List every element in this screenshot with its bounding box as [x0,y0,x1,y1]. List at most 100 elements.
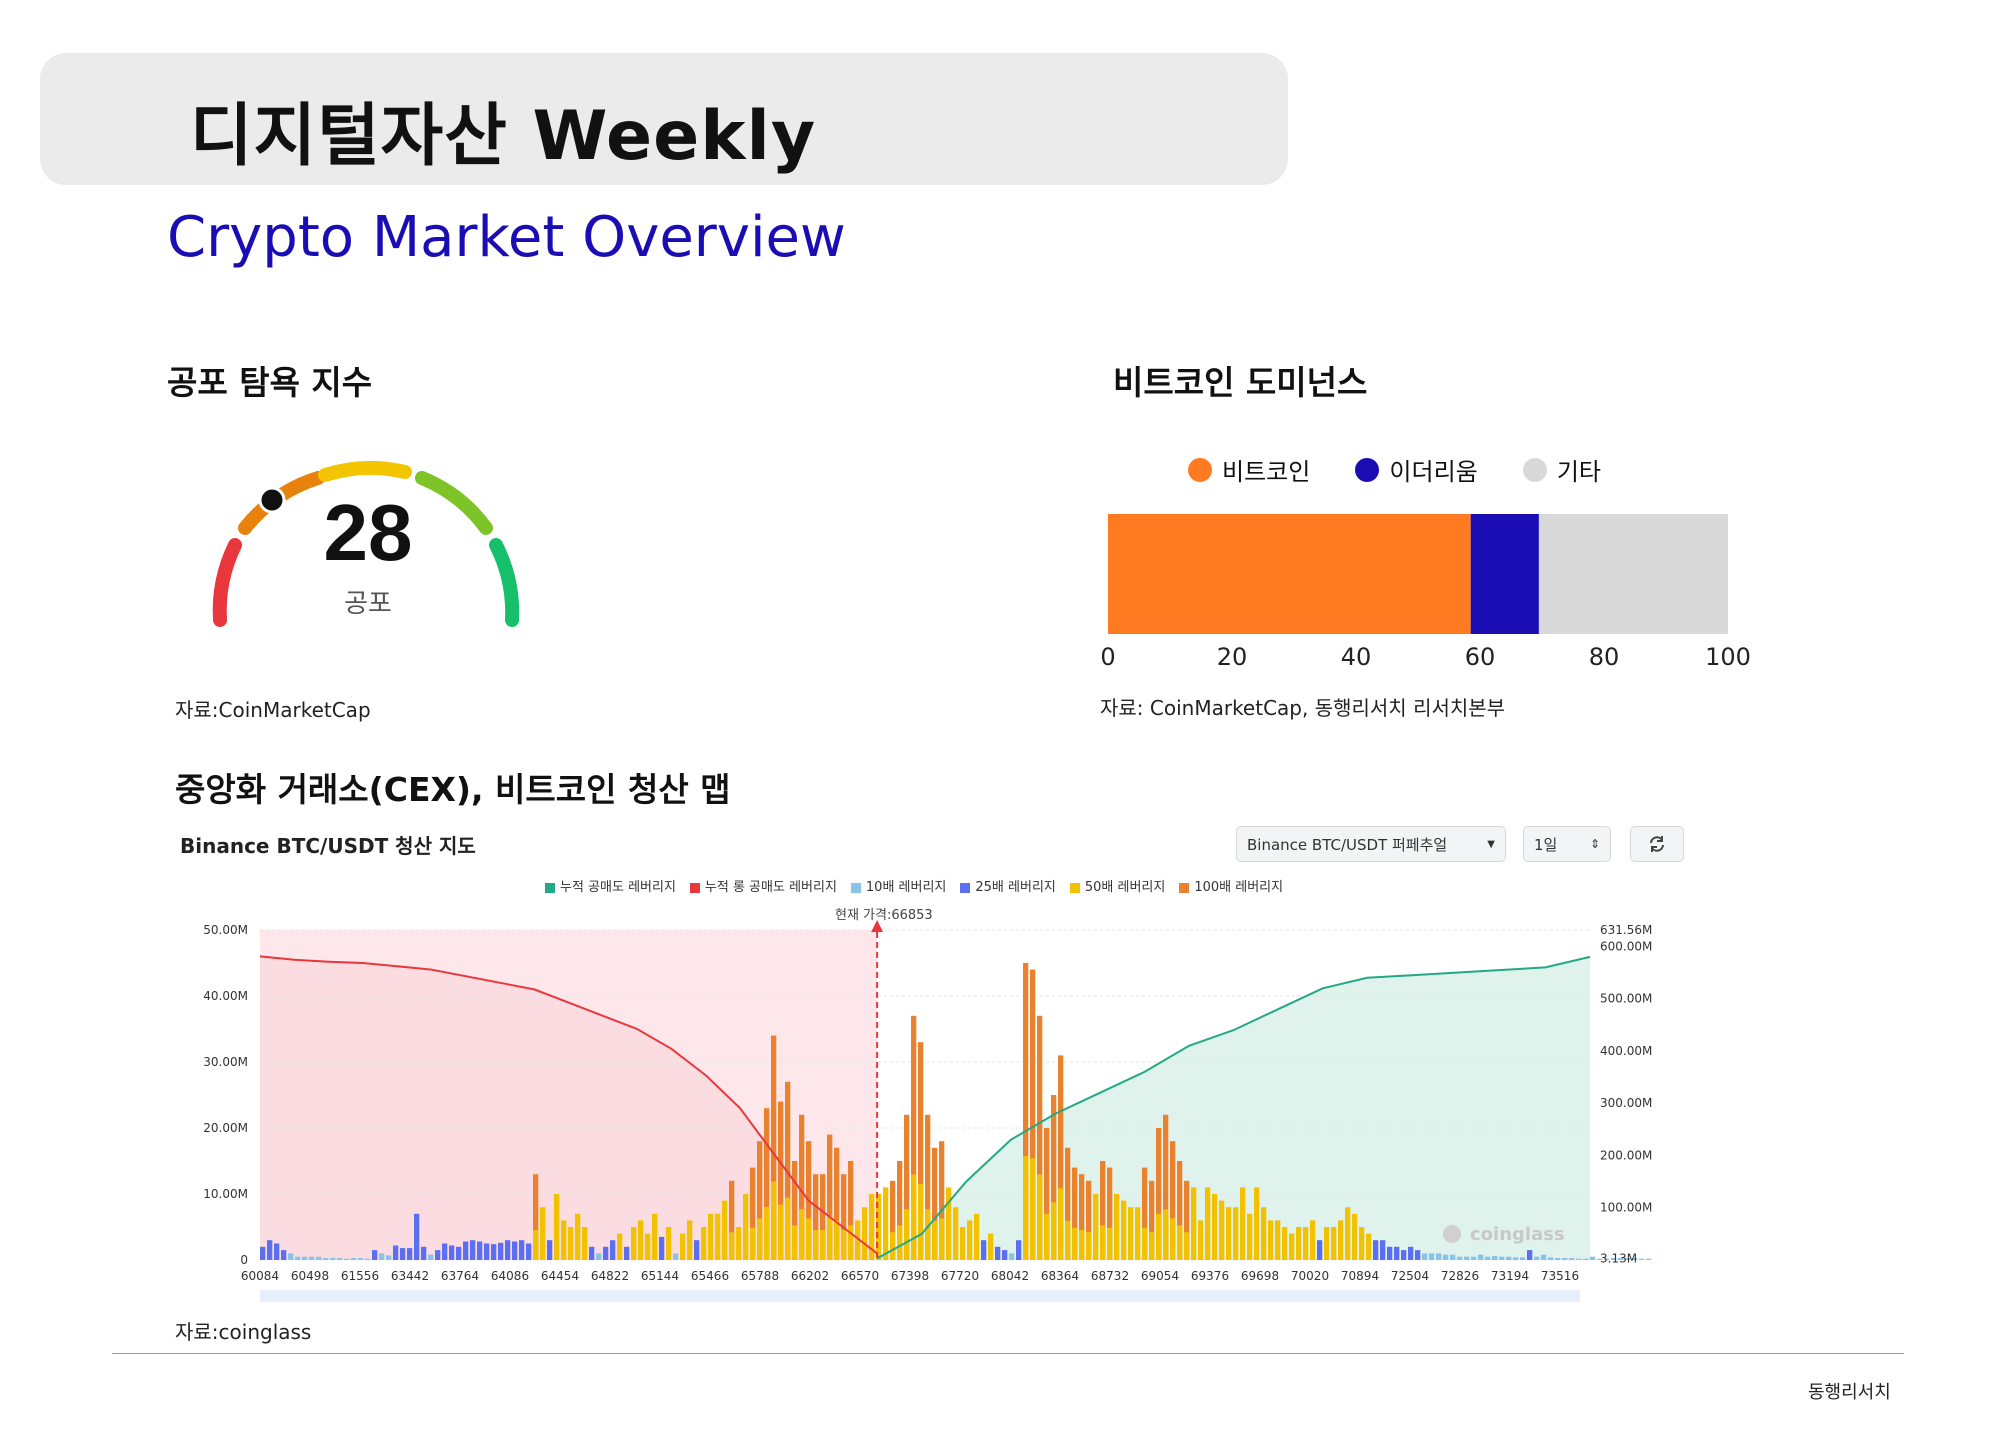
liquidation-bar [1163,1114,1169,1260]
x-tick-label: 72504 [1391,1269,1429,1283]
liquidation-bar [1450,1254,1456,1260]
liquidation-bar [1331,1227,1337,1260]
liquidation-bar [764,1108,770,1260]
liquidation-bar [792,1161,798,1260]
y-right-tick-label: 200.00M [1600,1148,1652,1162]
liquidation-bar [1436,1253,1442,1260]
refresh-button[interactable] [1630,826,1684,862]
liquidation-bar [1177,1161,1183,1260]
liquidation-bar [1401,1250,1407,1260]
liquidation-bar [407,1248,413,1260]
liquidation-bar [1632,1258,1638,1260]
x-tick-label: 73516 [1541,1269,1579,1283]
liquidation-bar [1597,1258,1603,1260]
coinglass-watermark: coinglass [1470,1224,1565,1245]
liquidation-bar [1352,1213,1358,1260]
liq-legend-item[interactable]: 10배 레버리지 [850,876,946,895]
liq-legend-item[interactable]: 누적 롱 공매도 레버리지 [689,876,837,895]
liquidation-bar [1317,1240,1323,1260]
liquidation-bar-50x [890,1232,896,1260]
liquidation-bar [1198,1220,1204,1260]
liquidation-bar [953,1207,959,1260]
updown-icon: ⇕ [1589,837,1600,851]
liquidation-bar-50x [533,1230,539,1260]
liquidation-bar-50x [771,1181,777,1260]
liq-legend-item[interactable]: 50배 레버리지 [1069,876,1166,895]
liquidation-bar [666,1227,672,1260]
liquidation-bar [1478,1254,1484,1260]
liquidation-bar [1191,1187,1197,1260]
liquidation-bar-50x [1142,1227,1148,1260]
fear-greed-title: 공포 탐욕 지수 [167,363,373,402]
liquidation-bar [1100,1161,1106,1260]
liquidation-bar [1345,1207,1351,1260]
liquidation-bar [1079,1174,1085,1260]
liquidation-bar [1107,1167,1113,1260]
liquidation-bar [1457,1256,1463,1260]
liquidation-bar [1366,1233,1372,1260]
liquidation-bar [1548,1257,1554,1260]
liquidation-bar [1016,1240,1022,1260]
liquidation-bar [1051,1095,1057,1260]
liquidation-bar-50x [813,1230,819,1260]
liquidation-bar [1142,1167,1148,1260]
liq-legend-item[interactable]: 100배 레버리지 [1179,876,1283,895]
period-select[interactable]: 1일 ⇕ [1523,826,1611,862]
liquidation-bar [1093,1194,1099,1260]
liquidation-bar-50x [904,1209,910,1260]
liq-legend-swatch [960,882,971,893]
liquidation-bar [995,1246,1001,1260]
y-right-tick-label: 100.00M [1600,1201,1652,1215]
liquidation-bar [1310,1220,1316,1260]
liquidation-bar [1282,1227,1288,1260]
liquidation-bar [1184,1180,1190,1260]
x-tick-label: 63442 [391,1269,429,1283]
liq-legend-item[interactable]: 누적 공매도 레버리지 [545,876,676,895]
liquidation-bar [1303,1227,1309,1260]
liquidation-bar-50x [848,1225,854,1260]
legend-dot-bitcoin [1188,457,1212,482]
liq-legend-item[interactable]: 25배 레버리지 [960,876,1056,895]
liquidation-bar [701,1227,707,1260]
liquidation-bar [981,1240,987,1260]
x-tick-label: 64086 [491,1269,529,1283]
liquidation-bar [533,1174,539,1260]
x-tick-label: 70894 [1341,1269,1379,1283]
liquidation-bar [1583,1258,1589,1260]
liquidation-bar [848,1161,854,1260]
x-tick-label: 60084 [241,1269,279,1283]
gauge-segment-extreme-fear [212,538,242,627]
liquidation-bar [365,1258,371,1260]
liquidation-bar [652,1213,658,1260]
liquidation-bar [1009,1253,1015,1260]
liquidation-bar-50x [764,1206,770,1260]
liquidation-bar [540,1207,546,1260]
liquidation-bar [260,1246,266,1260]
liquidation-bar [904,1114,910,1260]
liquidation-bar [974,1213,980,1260]
liquidation-bar-50x [1163,1209,1169,1260]
pair-select[interactable]: Binance BTC/USDT 퍼페추얼 ▼ [1236,826,1506,862]
liquidation-bar [1541,1254,1547,1260]
liquidation-bar [659,1236,665,1260]
liquidation-bar [596,1253,602,1260]
liquidation-bar [1254,1187,1260,1260]
liquidation-bar [1338,1220,1344,1260]
liquidation-bar [1625,1258,1631,1260]
x-tick-label: 67398 [891,1269,929,1283]
title-bar [40,53,1288,185]
liquidation-bar [897,1161,903,1260]
liquidation-bar [351,1258,357,1260]
liquidation-bar [477,1241,483,1260]
liq-legend-label: 50배 레버리지 [1084,880,1166,895]
liq-legend-swatch [1179,882,1190,893]
liq-legend-swatch [1069,882,1080,893]
liquidation-bar [939,1141,945,1260]
liquidation-bar [554,1194,560,1260]
liquidation-bar [932,1147,938,1260]
liquidation-bar [1219,1200,1225,1260]
liquidation-bar [757,1141,763,1260]
gauge-value: 28 [324,488,413,577]
liquidation-bar-50x [1051,1202,1057,1260]
liquidation-bar [1114,1194,1120,1260]
